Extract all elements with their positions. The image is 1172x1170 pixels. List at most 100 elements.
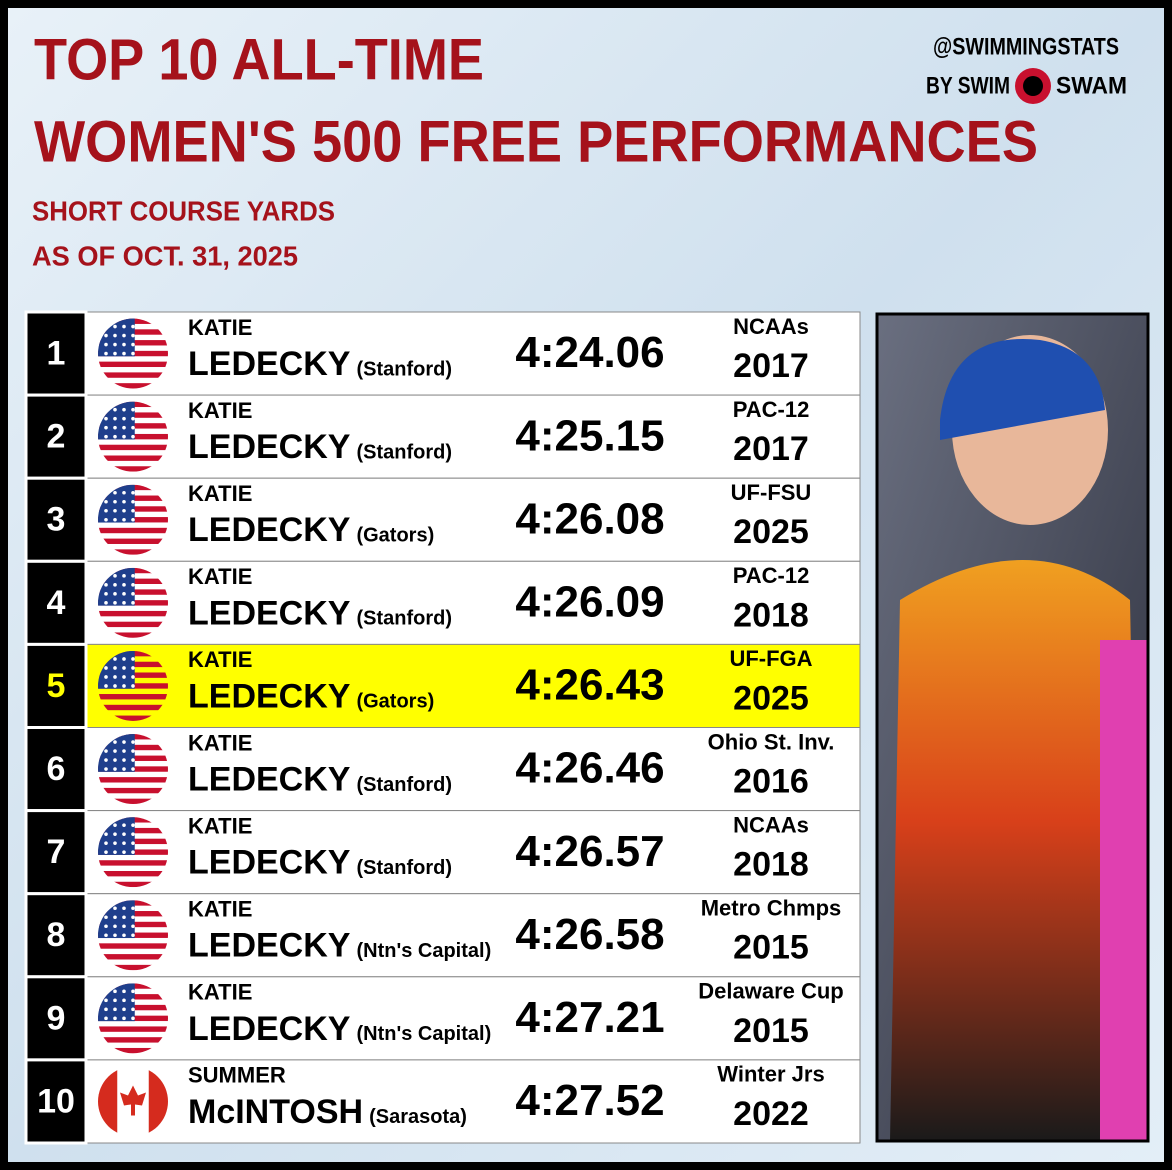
flag-star <box>131 1007 135 1012</box>
meet: UF-FSU <box>731 480 812 505</box>
rank: 5 <box>47 667 66 705</box>
flag-star <box>122 657 126 661</box>
flag-star <box>131 407 135 412</box>
flag-star <box>104 333 108 338</box>
flag-star <box>131 998 135 1003</box>
flag-star <box>122 675 126 679</box>
team: (Stanford) <box>356 358 452 380</box>
flag-star <box>131 924 135 929</box>
flag-star <box>131 508 135 513</box>
flag-star <box>113 1007 117 1012</box>
flag-star <box>122 508 126 513</box>
flag-star <box>131 351 135 356</box>
time: 4:26.08 <box>515 494 664 543</box>
row <box>85 727 861 812</box>
flag-star <box>131 684 135 688</box>
flag-stripe <box>98 777 168 783</box>
flag-star <box>113 998 117 1003</box>
flag-star <box>131 517 135 522</box>
flag-star <box>113 823 117 827</box>
flag-stripe <box>98 444 168 451</box>
flag-star <box>113 989 117 994</box>
brand: BY SWIM <box>926 72 1010 99</box>
flag-star <box>113 517 117 522</box>
last-name: LEDECKY <box>188 511 351 549</box>
last-name: LEDECKY <box>188 844 351 882</box>
flag-star <box>104 850 108 854</box>
flag-star <box>131 657 135 661</box>
last-name: LEDECKY <box>188 677 351 715</box>
rank: 1 <box>47 335 66 373</box>
team: (Ntn's Capital) <box>356 1023 491 1045</box>
meet: PAC-12 <box>733 397 810 422</box>
flag-stripe <box>98 466 168 472</box>
time: 4:27.52 <box>515 1076 664 1125</box>
year: 2022 <box>733 1095 809 1133</box>
first-name: KATIE <box>188 813 252 838</box>
brand: @SWIMMINGSTATS <box>933 33 1119 60</box>
team: (Gators) <box>356 524 434 546</box>
flag-star <box>113 1016 117 1021</box>
flag-stripe <box>98 610 168 617</box>
year: 2018 <box>733 846 809 884</box>
meet: Winter Jrs <box>717 1062 824 1087</box>
flag-stripe <box>98 621 168 628</box>
row <box>85 810 861 895</box>
last-name: LEDECKY <box>188 594 351 632</box>
flag-star <box>122 1016 126 1021</box>
flag-star <box>131 592 135 596</box>
first-name: SUMMER <box>188 1063 286 1088</box>
flag-star <box>104 517 108 522</box>
flag-stripe <box>98 954 168 960</box>
rank-cell <box>24 476 88 563</box>
flag-star <box>131 583 135 587</box>
rank-cell <box>24 642 88 730</box>
flag-stripe <box>98 881 168 888</box>
first-name: KATIE <box>188 398 252 423</box>
flag-star <box>122 989 126 994</box>
flag-stripe <box>98 527 168 534</box>
flag-star <box>113 324 117 329</box>
flag-star <box>122 832 126 836</box>
flag-stripe <box>98 694 168 700</box>
flag-star <box>122 342 126 347</box>
flag-star <box>122 933 126 938</box>
flag-star <box>104 434 108 439</box>
flag-star <box>122 324 126 329</box>
flag-star <box>113 434 117 439</box>
flag-star <box>104 841 108 845</box>
flag-star <box>131 906 135 911</box>
flag-star <box>122 758 126 762</box>
last-name: LEDECKY <box>188 927 351 965</box>
flag-star <box>113 684 117 688</box>
meet: NCAAs <box>733 812 809 837</box>
rank: 3 <box>47 501 66 539</box>
year: 2017 <box>733 347 809 385</box>
flag-star <box>122 915 126 920</box>
flag <box>98 401 168 472</box>
flag-star <box>113 583 117 587</box>
year: 2015 <box>733 1012 809 1050</box>
row <box>85 477 861 562</box>
flag <box>98 734 168 805</box>
flag-star <box>131 832 135 836</box>
time: 4:24.06 <box>515 328 664 377</box>
flag-star <box>122 601 126 605</box>
flag <box>98 817 168 888</box>
first-name: KATIE <box>188 730 252 755</box>
flag-star <box>113 508 117 513</box>
team: (Gators) <box>356 691 434 713</box>
flag-star <box>104 583 108 587</box>
first-name: KATIE <box>188 980 252 1005</box>
flag-star <box>113 767 117 771</box>
flag-stripe <box>98 964 168 971</box>
flag-star <box>131 499 135 504</box>
flag-star <box>104 425 108 430</box>
team: (Stanford) <box>356 857 452 879</box>
rank: 7 <box>47 833 66 871</box>
flag-star <box>104 998 108 1003</box>
flag-star <box>122 407 126 412</box>
team: (Sarasota) <box>369 1106 467 1128</box>
flag-star <box>104 601 108 605</box>
